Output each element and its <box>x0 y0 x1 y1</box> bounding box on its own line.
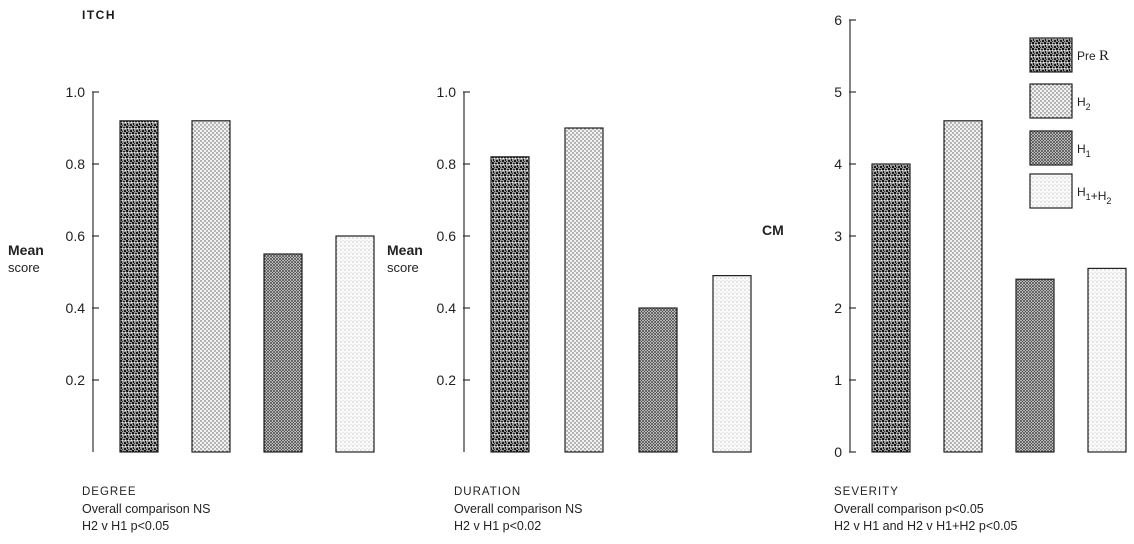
bar-h1-h2 <box>335 235 375 453</box>
caption-duration: DURATION Overall comparison NS H2 v H1 p… <box>454 484 583 535</box>
bar-h1 <box>1015 278 1055 453</box>
caption-line1: Overall comparison NS <box>454 502 583 516</box>
legend-item: H2 <box>1029 83 1091 119</box>
chart-duration: 0.2 0.4 0.6 0.8 1.0 Mean score <box>387 84 752 453</box>
chart-severity: 0 1 2 3 4 5 6 CM <box>762 12 1127 460</box>
y-axis-label: CM <box>762 222 784 238</box>
caption-title: DURATION <box>454 486 522 498</box>
y-tick-label: 0 <box>834 444 842 460</box>
y-tick-label: 0.2 <box>437 372 457 388</box>
legend: Pre R H2 H1 H1+H2 <box>1029 37 1111 209</box>
y-tick-label: 1.0 <box>437 84 457 100</box>
y-tick-label: 0.6 <box>437 228 457 244</box>
legend-swatch <box>1029 173 1073 209</box>
bar-h1 <box>638 307 678 453</box>
y-tick-label: 2 <box>834 300 842 316</box>
caption-title: SEVERITY <box>834 486 899 498</box>
legend-swatch <box>1029 83 1073 119</box>
bar-pre-r <box>490 156 530 453</box>
caption-line2: H2 v H1 p<0.02 <box>454 519 542 533</box>
figure-title: ITCH <box>82 8 116 22</box>
legend-label: H1+H2 <box>1077 185 1111 206</box>
y-tick-label: 0.4 <box>66 300 86 316</box>
chart-degree: 0.2 0.4 0.6 0.8 1.0 Mean score <box>8 84 375 453</box>
legend-swatch <box>1029 130 1073 166</box>
y-tick-label: 5 <box>834 84 842 100</box>
legend-item: Pre R <box>1029 37 1109 73</box>
legend-label: H1 <box>1077 142 1091 159</box>
y-tick-label: 0.2 <box>66 372 86 388</box>
y-tick-label: 3 <box>834 228 842 244</box>
y-tick-label: 1.0 <box>66 84 86 100</box>
caption-degree: DEGREE Overall comparison NS H2 v H1 p<0… <box>82 484 211 535</box>
y-tick-label: 4 <box>834 156 842 172</box>
y-tick-label: 1 <box>834 372 842 388</box>
legend-item: H1 <box>1029 130 1091 166</box>
y-tick-label: 6 <box>834 12 842 28</box>
y-axis-label: Mean score <box>387 242 423 275</box>
caption-line2: H2 v H1 and H2 v H1+H2 p<0.05 <box>834 519 1018 533</box>
y-tick-label: 0.4 <box>437 300 457 316</box>
bar-h2 <box>943 120 983 453</box>
bar-pre-r <box>119 120 159 453</box>
bar-h1-h2 <box>712 275 752 453</box>
y-axis-label: Mean score <box>8 242 44 275</box>
caption-line2: H2 v H1 p<0.05 <box>82 519 170 533</box>
caption-line1: Overall comparison p<0.05 <box>834 502 984 516</box>
legend-label: Pre R <box>1077 48 1109 64</box>
y-tick-label: 0.8 <box>437 156 457 172</box>
bar-h2 <box>191 120 231 453</box>
bar-pre-r <box>871 163 911 453</box>
legend-swatch <box>1029 37 1073 73</box>
legend-item: H1+H2 <box>1029 173 1111 209</box>
bar-h1 <box>263 253 303 453</box>
caption-title: DEGREE <box>82 486 137 498</box>
legend-label: H2 <box>1077 95 1091 112</box>
y-tick-label: 0.6 <box>66 228 86 244</box>
y-tick-label: 0.8 <box>66 156 86 172</box>
caption-severity: SEVERITY Overall comparison p<0.05 H2 v … <box>834 484 1017 535</box>
caption-line1: Overall comparison NS <box>82 502 211 516</box>
bar-h1-h2 <box>1087 267 1127 453</box>
bar-h2 <box>564 127 604 453</box>
